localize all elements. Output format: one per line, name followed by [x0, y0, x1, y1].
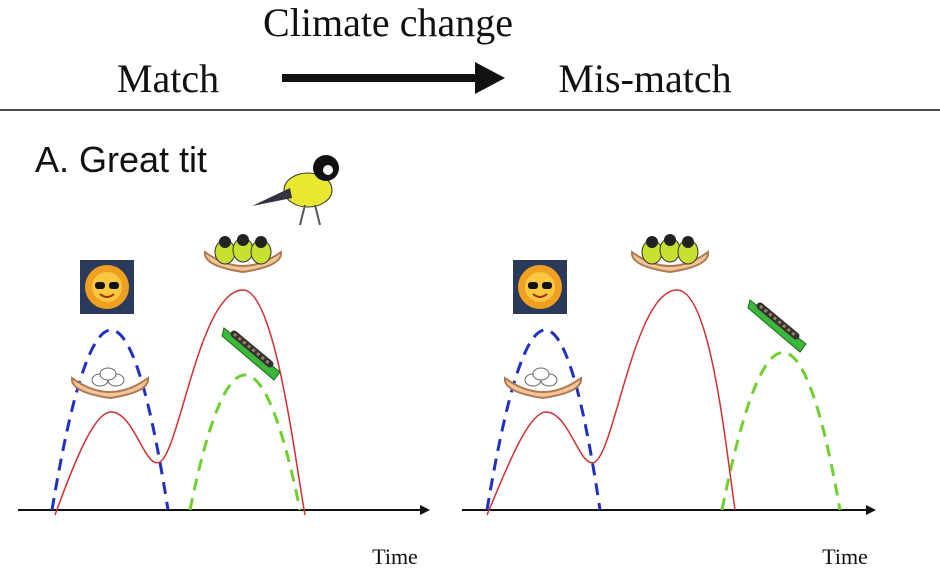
x-axis-label: Time [372, 544, 418, 569]
header-title: Climate change [263, 0, 513, 45]
x-axis-label: Time [822, 544, 868, 569]
header-left: Match [117, 56, 219, 101]
bird-curve [54, 289, 306, 516]
caterpillar-curve [720, 351, 842, 511]
bird-icon [252, 155, 339, 226]
bird-curve [486, 289, 736, 516]
panel-title: A. Great tit [35, 139, 207, 180]
food-curve [485, 328, 602, 511]
food-curve [50, 328, 170, 511]
header-arrowhead [475, 62, 505, 94]
caterpillar-curve [188, 373, 302, 511]
header-right: Mis-match [558, 56, 731, 101]
